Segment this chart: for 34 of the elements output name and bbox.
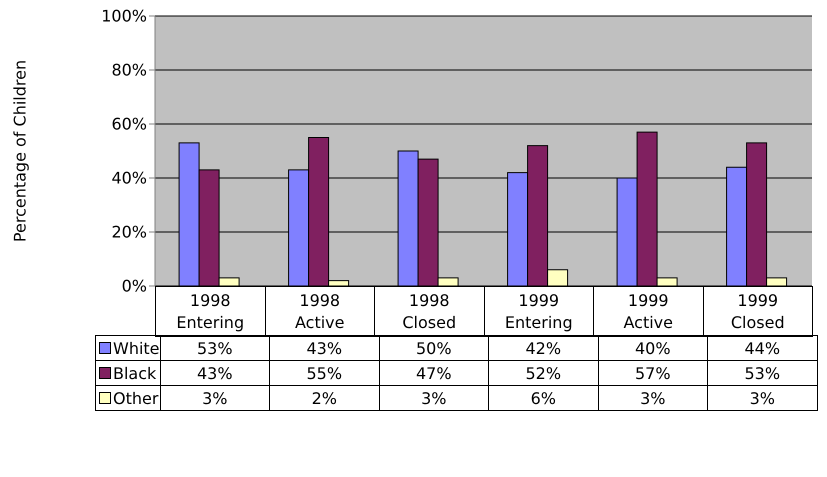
data-label: 3% <box>598 386 708 410</box>
x-tick-label: 1999 Closed <box>703 286 812 336</box>
data-label: 52% <box>488 360 598 386</box>
data-label: 43% <box>270 336 380 360</box>
legend-label: Black <box>96 360 160 386</box>
x-tick-label: 1998 Closed <box>374 286 484 336</box>
data-label: 47% <box>379 360 489 386</box>
data-label: 44% <box>708 336 818 360</box>
y-tick-label: 100% <box>101 6 147 26</box>
data-label: 6% <box>488 386 598 410</box>
data-label: 3% <box>708 386 818 410</box>
y-tick-label: 80% <box>111 60 147 80</box>
data-label: 3% <box>160 386 270 410</box>
y-axis-title: Percentage of Children <box>10 60 30 242</box>
data-label: 43% <box>160 360 270 386</box>
legend-label: White <box>96 336 160 360</box>
data-label: 3% <box>379 386 489 410</box>
x-tick-label: 1999 Active <box>594 286 703 336</box>
y-tick-label: 60% <box>111 114 147 134</box>
data-label: 40% <box>598 336 708 360</box>
y-tick-label: 20% <box>111 222 147 242</box>
data-label: 53% <box>160 336 270 360</box>
y-tick-label: 0% <box>122 276 147 296</box>
data-label: 2% <box>270 386 380 410</box>
legend-label: Other <box>96 386 160 410</box>
y-tick-label: 40% <box>111 168 147 188</box>
x-tick-label: 1999 Entering <box>484 286 594 336</box>
data-label: 42% <box>488 336 598 360</box>
data-label: 53% <box>708 360 818 386</box>
data-label: 57% <box>598 360 708 386</box>
x-tick-label: 1998 Entering <box>156 286 265 336</box>
data-label: 50% <box>379 336 489 360</box>
x-tick-label: 1998 Active <box>265 286 374 336</box>
data-label: 55% <box>270 360 380 386</box>
